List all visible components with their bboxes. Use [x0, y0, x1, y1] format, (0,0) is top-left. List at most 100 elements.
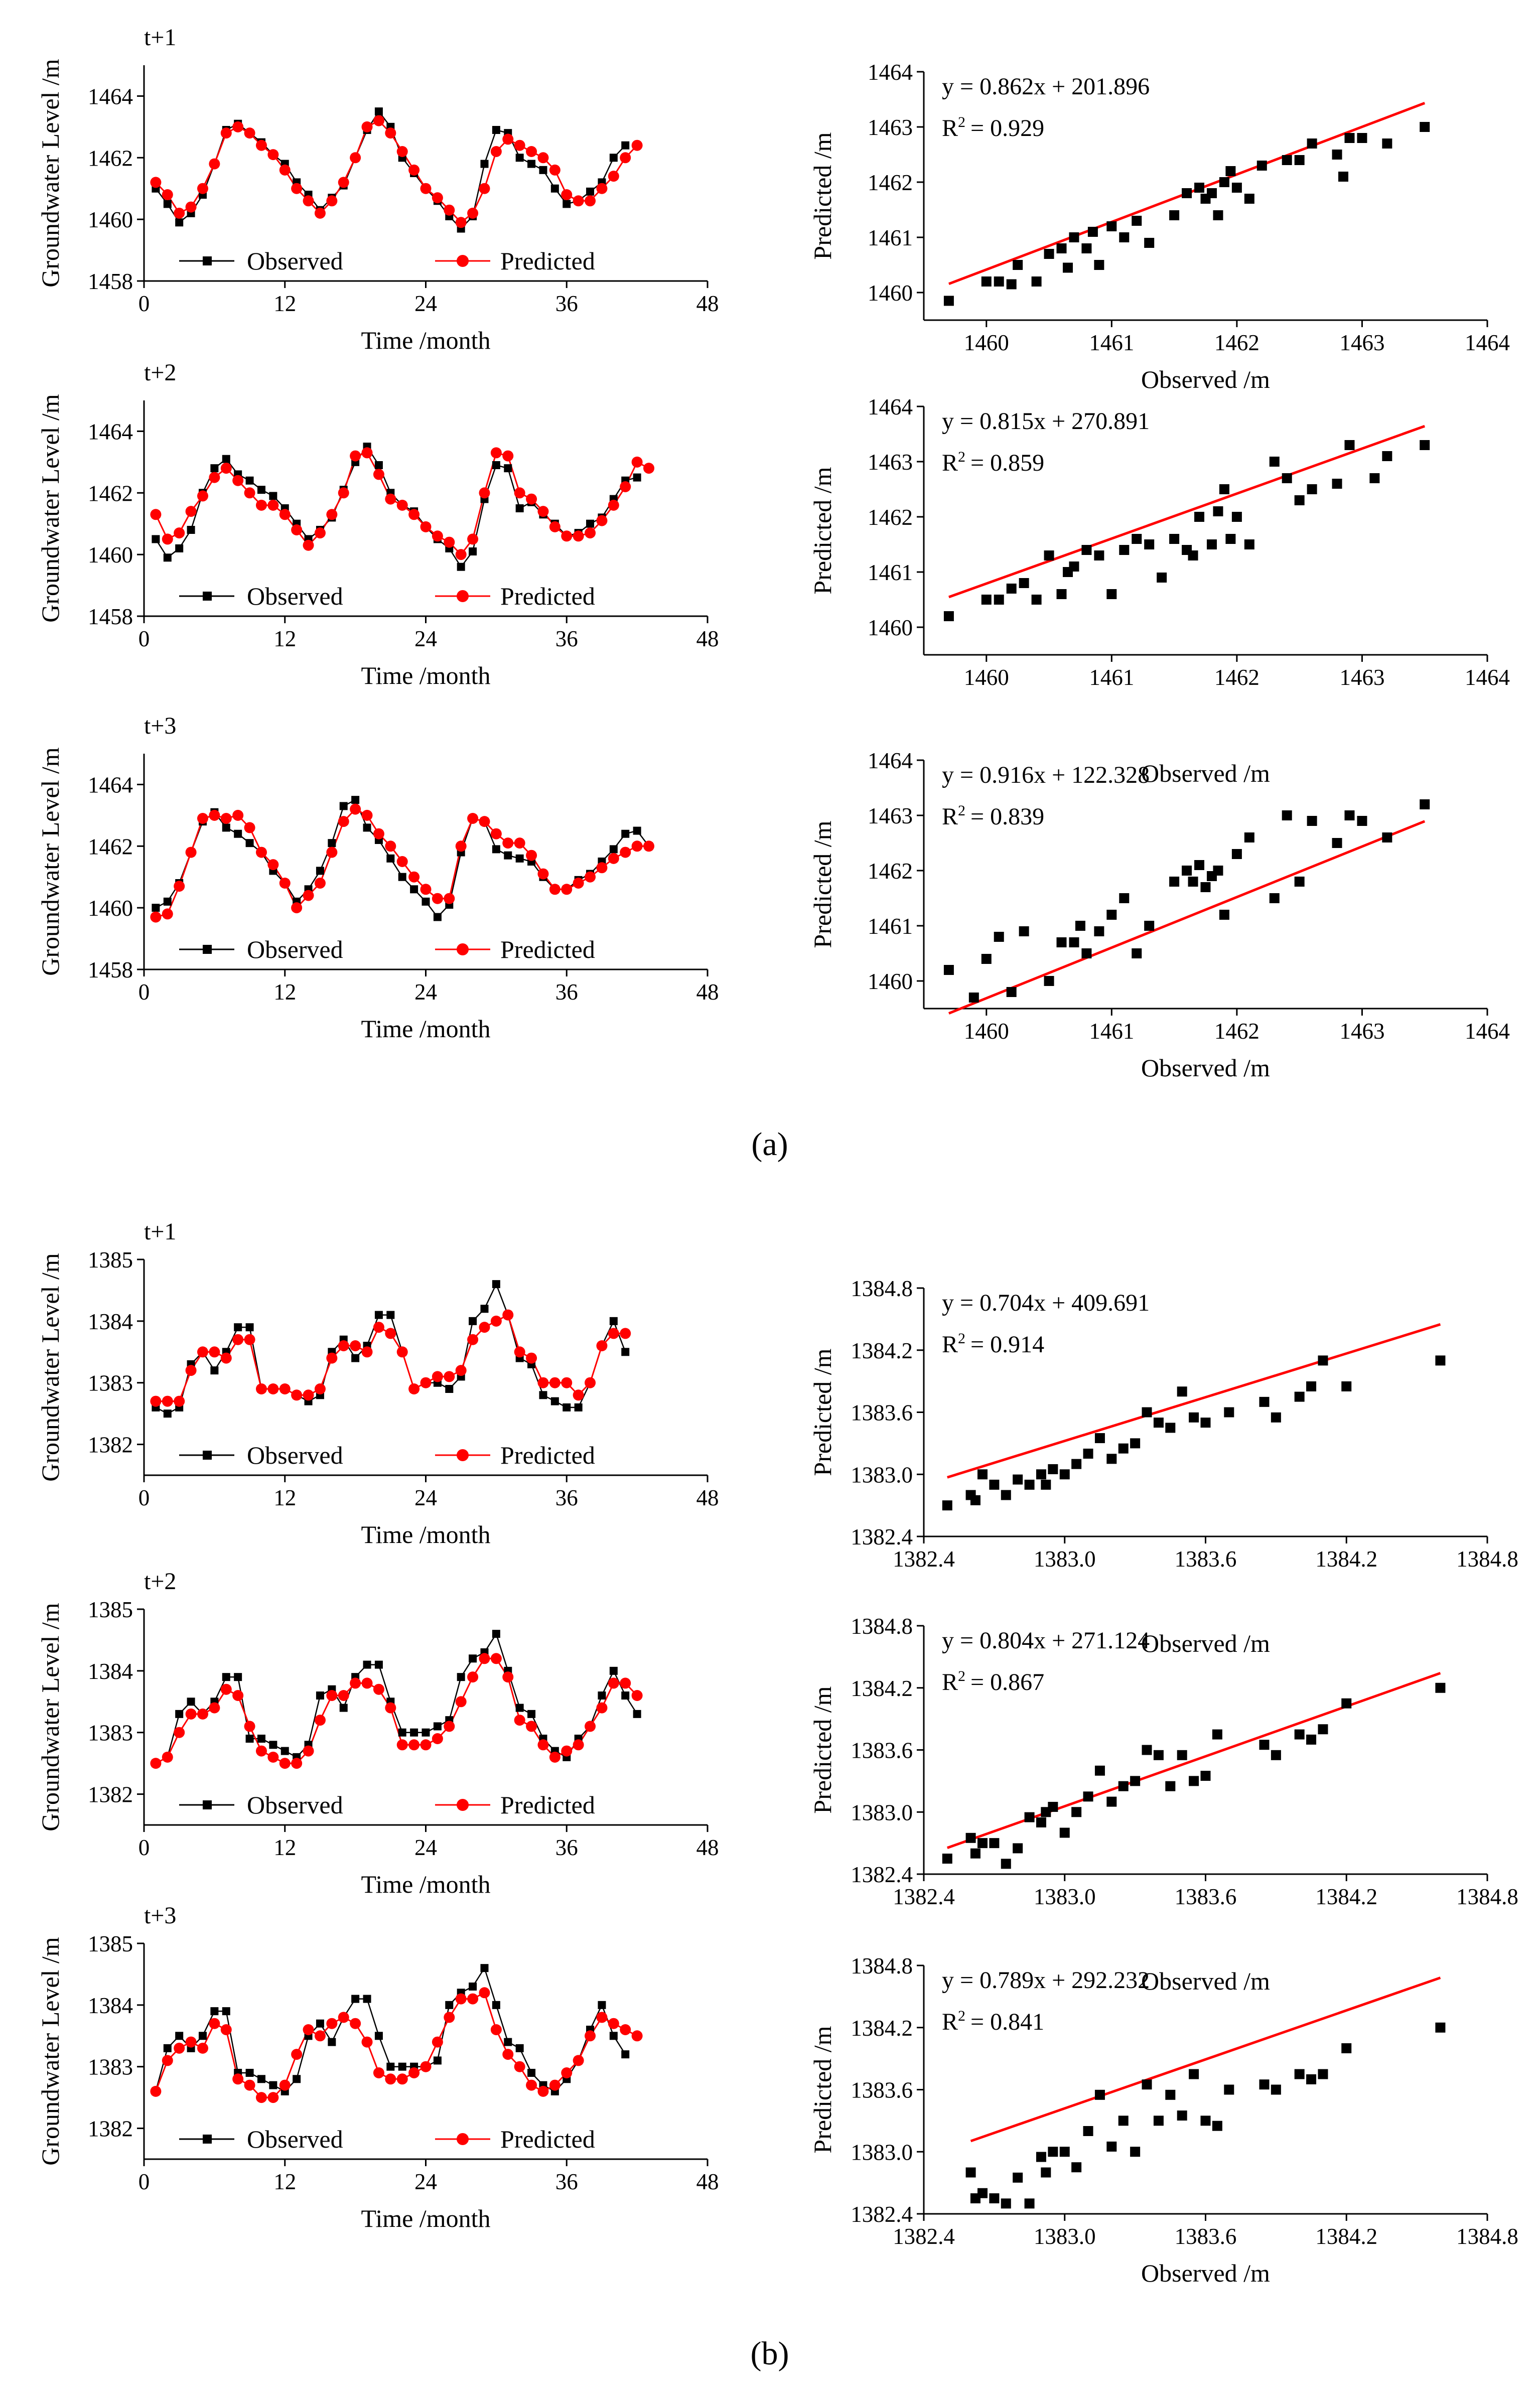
predicted-point — [420, 884, 432, 895]
predicted-point — [573, 878, 584, 889]
square-marker-icon — [203, 1800, 212, 1809]
r-squared-value: = 0.841 — [970, 2009, 1044, 2035]
predicted-point — [561, 189, 573, 200]
observed-point — [563, 200, 571, 208]
predicted-point — [573, 1739, 584, 1751]
scatter-point — [1083, 2126, 1093, 2136]
step-label: t+3 — [144, 1902, 176, 1929]
predicted-point — [244, 487, 255, 499]
x-axis-label: Time /month — [361, 2204, 491, 2232]
y-tick-label: 1464 — [88, 772, 133, 797]
scatter-point — [1106, 221, 1117, 231]
scatter-point — [1282, 810, 1292, 820]
x-tick-label: 12 — [273, 2169, 296, 2194]
predicted-point — [197, 2042, 208, 2054]
x-axis-label: Time /month — [361, 1520, 491, 1548]
y-axis-label: Groundwater Level /m — [36, 1253, 64, 1482]
x-axis-label: Observed /m — [1141, 1967, 1270, 1995]
predicted-point — [185, 506, 197, 517]
scatter-point — [1075, 921, 1085, 931]
scatter-point — [1224, 2084, 1234, 2095]
x-tick-label: 1463 — [1339, 665, 1384, 690]
legend-predicted-label: Predicted — [500, 1441, 595, 1469]
y-tick-label: 1383.6 — [851, 1738, 913, 1763]
scatter-point — [1256, 161, 1267, 171]
predicted-point — [150, 1395, 162, 1407]
scatter-point — [1200, 1418, 1211, 1428]
legend-observed-label: Observed — [247, 247, 343, 275]
r-symbol: R — [942, 1331, 958, 1358]
y-tick-label: 1461 — [868, 560, 913, 585]
scatter-point — [1031, 276, 1042, 287]
predicted-point — [537, 868, 549, 880]
scatter-point — [981, 595, 992, 605]
predicted-point — [185, 2036, 197, 2048]
x-tick-label: 12 — [273, 1835, 296, 1860]
predicted-point — [420, 2061, 432, 2072]
y-tick-label: 1385 — [88, 1931, 133, 1956]
y-tick-label: 1462 — [868, 505, 913, 530]
predicted-point — [526, 1721, 537, 1732]
predicted-point — [585, 871, 596, 883]
r-squared-value: = 0.867 — [970, 1669, 1044, 1696]
x-tick-label: 24 — [414, 1835, 437, 1860]
scatter-point — [1435, 1355, 1446, 1366]
scatter-point — [1001, 1490, 1011, 1500]
predicted-point — [279, 2079, 291, 2091]
r-symbol: R — [942, 2009, 958, 2035]
predicted-point — [596, 862, 608, 874]
predicted-point — [490, 447, 502, 459]
x-tick-label: 24 — [414, 2169, 437, 2194]
x-tick-label: 12 — [273, 291, 296, 316]
scatter-point — [1013, 2172, 1023, 2183]
scatter-point — [1013, 1474, 1023, 1485]
predicted-point — [396, 146, 408, 157]
scatter-point — [1206, 539, 1217, 549]
predicted-point — [220, 463, 232, 474]
predicted-point — [620, 481, 631, 492]
scatter-point — [968, 993, 979, 1003]
predicted-point — [291, 524, 303, 535]
predicted-point — [467, 1671, 479, 1683]
legend-predicted-label: Predicted — [500, 935, 595, 963]
y-axis-label: Predicted /m — [808, 467, 836, 594]
scatter-point — [1294, 2069, 1305, 2079]
x-axis-label: Observed /m — [1141, 2259, 1270, 2287]
scatter-point — [1130, 1776, 1141, 1786]
predicted-point — [174, 1395, 185, 1407]
scatter-point — [994, 595, 1004, 605]
y-tick-label: 1460 — [88, 542, 133, 568]
predicted-point — [444, 893, 455, 904]
predicted-point — [479, 816, 490, 827]
scatter-point — [943, 296, 954, 306]
y-tick-label: 1384.8 — [851, 1614, 913, 1639]
scatter-point — [1420, 440, 1430, 450]
observed-point — [527, 1710, 536, 1718]
scatter-point — [1083, 1791, 1093, 1802]
x-tick-label: 1463 — [1339, 330, 1384, 355]
predicted-point — [291, 1758, 303, 1769]
observed-point — [492, 461, 500, 469]
scatter-point — [1357, 133, 1367, 143]
observed-point — [245, 476, 254, 485]
predicted-point — [502, 1309, 514, 1321]
predicted-point — [361, 1677, 373, 1689]
predicted-point — [608, 171, 619, 182]
scatter-point — [1056, 589, 1067, 599]
r-squared-label: R2 = 0.859 — [942, 449, 1044, 476]
circle-marker-icon — [457, 1449, 469, 1461]
x-tick-label: 12 — [273, 979, 296, 1005]
predicted-point — [537, 2085, 549, 2097]
observed-point — [175, 2032, 184, 2040]
y-tick-label: 1460 — [868, 969, 913, 994]
x-tick-label: 0 — [138, 979, 150, 1005]
predicted-point — [561, 884, 573, 895]
circle-marker-icon — [457, 590, 469, 602]
y-tick-label: 1383 — [88, 2055, 133, 2080]
observed-point — [504, 2038, 512, 2046]
scatter-point — [1144, 539, 1155, 549]
observed-point — [351, 1995, 360, 2003]
predicted-point — [420, 1739, 432, 1751]
predicted-point — [291, 2049, 303, 2060]
scatter-point — [1132, 948, 1142, 958]
